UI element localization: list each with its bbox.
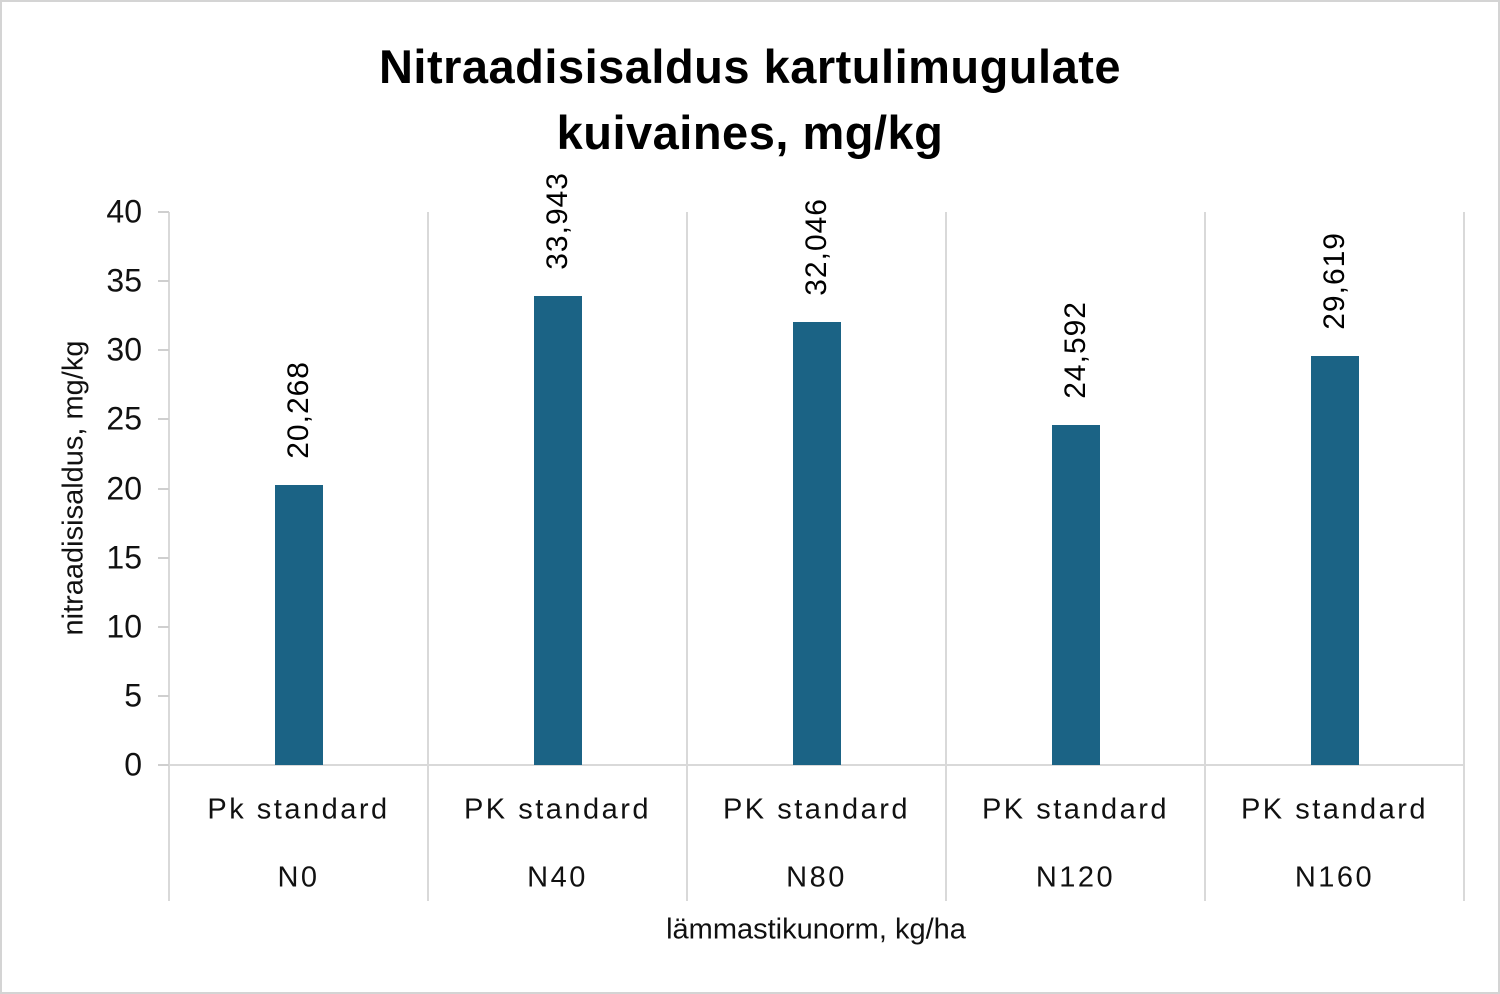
y-tick-label: 15: [106, 539, 142, 576]
bar: [1310, 355, 1359, 765]
category-label: PK standard: [981, 793, 1170, 826]
y-tick-label: 30: [106, 331, 142, 368]
bar-data-label: 20,268: [281, 361, 315, 459]
bar-data-label: 24,592: [1058, 301, 1092, 400]
y-tick-label: 5: [124, 677, 142, 714]
bar-data-label: 29,619: [1317, 231, 1351, 330]
bar: [792, 321, 841, 765]
chart-title-line2: kuivaines, mg/kg: [556, 106, 944, 159]
y-axis-tick: [158, 418, 169, 421]
chart-title-line1: Nitraadisisaldus kartulimugulate: [378, 40, 1122, 93]
category-label: PK standard: [463, 793, 652, 826]
category-sublabel: N40: [527, 861, 588, 894]
y-axis-tick: [158, 280, 169, 283]
y-axis-line: [168, 212, 170, 901]
y-axis-tick: [158, 556, 169, 559]
category-sublabel: N160: [1294, 861, 1375, 894]
y-axis-tick: [158, 694, 169, 697]
y-axis-tick: [158, 764, 169, 766]
category-sublabel: N120: [1035, 861, 1116, 894]
y-tick-label: 0: [124, 746, 142, 783]
y-tick-label: 10: [106, 608, 142, 645]
bar: [274, 484, 323, 765]
bar-data-label: 32,046: [799, 198, 833, 296]
y-axis-tick: [158, 211, 169, 213]
y-axis-tick: [158, 625, 169, 628]
category-label: PK standard: [722, 793, 911, 826]
category-label: PK standard: [1240, 793, 1429, 826]
bar: [1051, 425, 1100, 765]
bar-data-label: 33,943: [540, 171, 574, 270]
category-label: Pk standard: [207, 793, 390, 826]
y-axis-tick: [158, 349, 169, 352]
chart-title: Nitraadisisaldus kartulimugulate kuivain…: [2, 34, 1498, 166]
category-separator-line: [686, 212, 688, 901]
x-axis-title: lämmastikunorm, kg/ha: [666, 913, 966, 946]
category-separator-line: [427, 212, 429, 901]
bar: [533, 295, 582, 765]
category-separator-line: [945, 212, 947, 901]
y-tick-label: 35: [106, 262, 142, 299]
category-sublabel: N0: [277, 861, 320, 894]
category-sublabel: N80: [786, 861, 847, 894]
y-axis-tick: [158, 487, 169, 490]
y-tick-label: 25: [106, 400, 142, 437]
y-tick-label: 40: [106, 193, 142, 230]
category-separator-line: [1463, 212, 1465, 901]
category-separator-line: [1204, 212, 1206, 901]
y-axis-title: nitraadisisaldus, mg/kg: [57, 340, 90, 636]
x-axis-line: [169, 764, 1464, 766]
y-tick-label: 20: [106, 470, 142, 506]
